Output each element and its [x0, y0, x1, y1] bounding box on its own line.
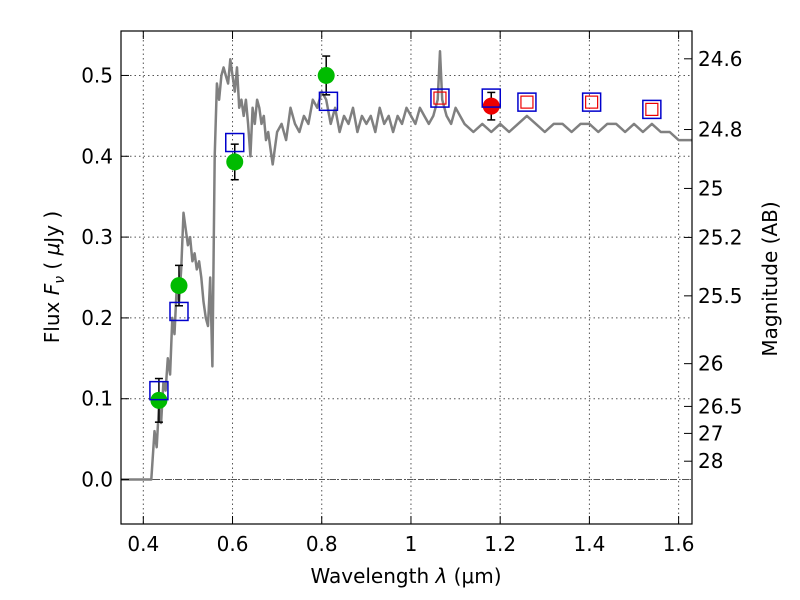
- spectrum-line: [121, 49, 692, 481]
- x-axis-label: Wavelength λ (μm): [310, 564, 501, 588]
- magnitude-tick-label: 25.5: [698, 284, 743, 308]
- model-square: [481, 88, 502, 108]
- data-point: [170, 277, 188, 295]
- tick-layer: 0.4 0.6 0.8 1 1.2 1.4 1.6 0.0 0.1 0.2 0.3 0.4 0.5 24.…: [81, 31, 743, 556]
- y2-axis-label: Magnitude (AB): [758, 201, 782, 356]
- y-tick-label: 0.4: [81, 144, 113, 168]
- plot-area: [121, 31, 692, 524]
- magnitude-tick-label: 24.8: [698, 118, 743, 142]
- magnitude-tick-label: 26.5: [698, 394, 743, 418]
- series-layer: [121, 49, 692, 481]
- y-tick-label: 0.0: [81, 468, 113, 492]
- magnitude-tick-label: 24.6: [698, 47, 743, 71]
- model-square-inner: [520, 95, 534, 109]
- model-square: [430, 88, 450, 108]
- model-square: [169, 301, 189, 322]
- model-square: [149, 380, 169, 401]
- magnitude-tick-label: 25.2: [698, 225, 743, 249]
- x-tick-label: 1.4: [573, 532, 605, 556]
- model-square: [318, 91, 339, 112]
- x-tick-label: 1: [405, 532, 418, 556]
- data-point: [226, 153, 244, 171]
- model-square: [225, 132, 245, 153]
- y-tick-label: 0.2: [81, 306, 113, 330]
- y-tick-label: 0.5: [81, 63, 113, 87]
- x-tick-label: 0.4: [127, 532, 159, 556]
- y-axis-label: Flux Fν ( μJy ): [40, 211, 68, 343]
- model-square: [581, 92, 602, 112]
- data-point: [317, 66, 335, 84]
- grid-layer: [121, 31, 692, 524]
- magnitude-tick-label: 27: [698, 421, 723, 445]
- magnitude-tick-label: 26: [698, 352, 723, 376]
- x-tick-label: 1.2: [484, 532, 516, 556]
- model-square-inner: [585, 95, 599, 109]
- data-point: [482, 97, 500, 115]
- y-tick-label: 0.3: [81, 225, 113, 249]
- y-tick-label: 0.1: [81, 387, 113, 411]
- magnitude-tick-label: 28: [698, 449, 723, 473]
- magnitude-tick-label: 25: [698, 176, 723, 200]
- model-square: [642, 99, 662, 120]
- plot-frame: [120, 30, 693, 525]
- model-square-inner: [645, 102, 659, 116]
- model-square: [517, 92, 537, 112]
- x-tick-label: 0.8: [306, 532, 338, 556]
- x-tick-label: 0.6: [217, 532, 249, 556]
- model-square-inner: [433, 91, 447, 105]
- x-tick-label: 1.6: [663, 532, 695, 556]
